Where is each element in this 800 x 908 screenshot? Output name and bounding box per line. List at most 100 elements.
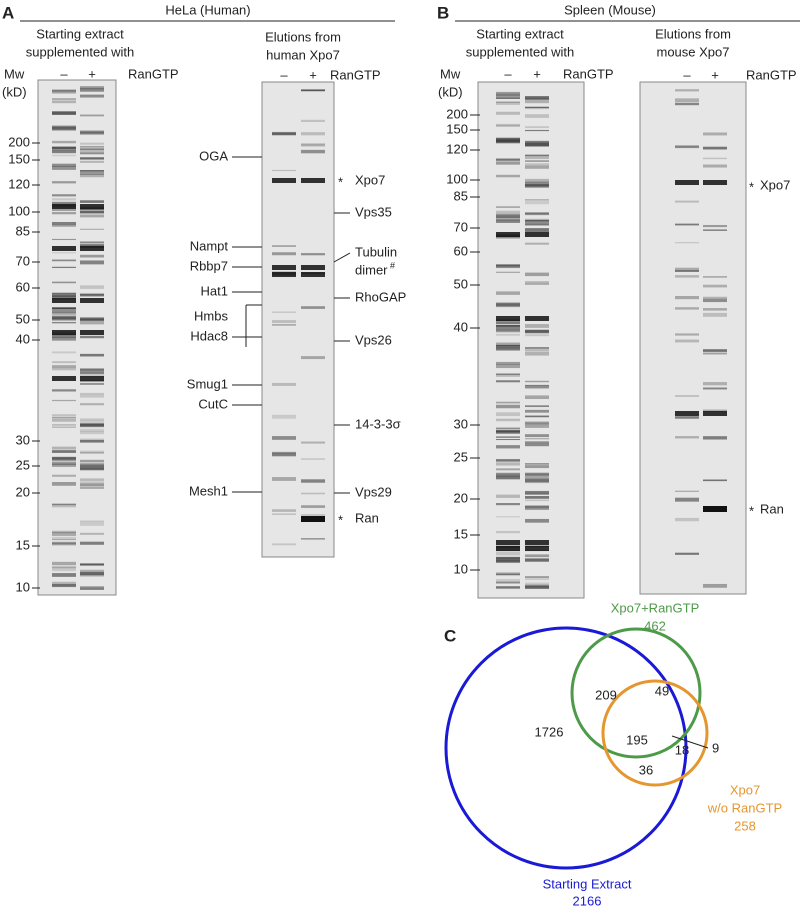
band	[272, 252, 296, 256]
protein-label: RhoGAP	[355, 289, 406, 304]
region: 209	[595, 687, 617, 702]
venn-green	[570, 627, 702, 759]
band	[80, 403, 104, 406]
band	[525, 129, 549, 132]
band	[525, 183, 549, 187]
band	[80, 170, 104, 172]
band	[525, 582, 549, 585]
band	[496, 302, 520, 307]
band	[525, 505, 549, 510]
band	[301, 514, 325, 516]
rangtp: RanGTP	[746, 67, 797, 82]
band	[80, 241, 104, 244]
band	[496, 344, 520, 348]
band	[525, 434, 549, 438]
gel	[37, 79, 117, 596]
band	[52, 221, 76, 226]
band	[496, 551, 520, 556]
band	[272, 509, 296, 512]
band	[301, 505, 325, 508]
band	[525, 463, 549, 465]
band	[496, 322, 520, 325]
band	[525, 473, 549, 476]
marker-label: 25	[16, 457, 30, 472]
band	[52, 204, 76, 209]
band	[52, 125, 76, 130]
header: supplemented with	[466, 44, 574, 59]
band	[52, 89, 76, 92]
band	[80, 209, 104, 211]
band	[703, 409, 727, 412]
band	[496, 215, 520, 218]
band	[496, 472, 520, 477]
protein-label: Xpo7	[355, 172, 385, 187]
band	[675, 517, 699, 522]
panel-title: HeLa (Human)	[165, 2, 250, 17]
region: 36	[639, 762, 653, 777]
band	[525, 540, 549, 545]
band	[496, 264, 520, 269]
band	[703, 583, 727, 588]
protein-label: Hmbs	[194, 308, 228, 323]
band	[52, 321, 76, 324]
band	[496, 540, 520, 545]
band	[525, 220, 549, 225]
band	[525, 380, 549, 383]
band	[496, 271, 520, 273]
band	[525, 415, 549, 418]
band	[80, 322, 104, 325]
band	[80, 459, 104, 463]
band	[301, 479, 325, 483]
band	[80, 569, 104, 573]
band	[496, 530, 520, 534]
band	[496, 462, 520, 466]
band	[301, 149, 325, 154]
marker-label: 120	[8, 176, 30, 191]
band	[80, 94, 104, 98]
band	[496, 445, 520, 449]
band	[496, 97, 520, 99]
band	[675, 307, 699, 310]
header: Elutions from	[265, 29, 341, 44]
protein-label: Ran	[760, 501, 784, 516]
marker-label: 70	[454, 219, 468, 234]
band	[80, 466, 104, 469]
band	[525, 144, 549, 147]
band	[675, 490, 699, 493]
region: 18	[675, 742, 689, 757]
band	[496, 436, 520, 438]
protein-label: Hdac8	[190, 328, 228, 343]
band	[525, 395, 549, 400]
band	[496, 303, 520, 308]
band	[525, 114, 549, 118]
band	[525, 178, 549, 183]
band	[703, 164, 727, 168]
band	[525, 505, 549, 509]
band	[496, 236, 520, 239]
band	[496, 125, 520, 127]
band	[80, 160, 104, 163]
band	[496, 476, 520, 480]
band	[525, 154, 549, 157]
band	[496, 161, 520, 165]
band	[80, 151, 104, 154]
band	[496, 586, 520, 589]
marker-label: 120	[446, 141, 468, 156]
band	[525, 272, 549, 277]
band	[80, 563, 104, 565]
band	[52, 98, 76, 101]
band	[525, 140, 549, 144]
orange-label: Xpo7	[730, 782, 760, 797]
band	[496, 503, 520, 506]
band	[301, 265, 325, 270]
band	[525, 443, 549, 447]
band	[525, 518, 549, 523]
band	[80, 418, 104, 421]
band	[52, 573, 76, 577]
band	[52, 266, 76, 269]
band	[272, 436, 296, 440]
band	[52, 309, 76, 313]
band	[52, 298, 76, 303]
lane: –	[504, 66, 512, 81]
band	[272, 272, 296, 277]
